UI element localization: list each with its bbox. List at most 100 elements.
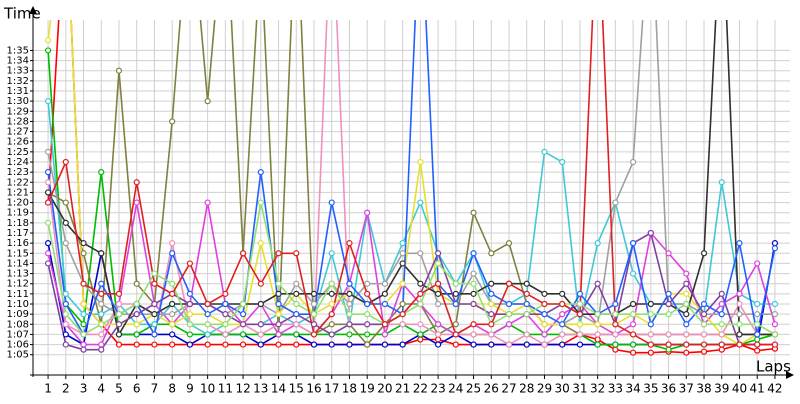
data-point xyxy=(700,321,708,328)
data-point xyxy=(488,300,495,308)
data-point xyxy=(470,341,477,348)
data-point xyxy=(612,199,619,206)
data-point xyxy=(470,209,477,216)
y-tick-label: 1:08 xyxy=(7,319,29,330)
x-tick-label: 35 xyxy=(643,382,658,396)
data-point xyxy=(204,321,211,328)
data-point xyxy=(665,300,672,308)
data-point xyxy=(771,341,779,348)
data-point xyxy=(505,341,513,348)
data-point xyxy=(257,199,264,206)
data-point xyxy=(754,336,761,343)
data-point xyxy=(275,250,282,257)
data-point xyxy=(44,199,52,206)
data-point xyxy=(505,321,513,328)
data-point xyxy=(346,331,353,338)
data-point xyxy=(434,321,442,328)
data-point xyxy=(488,280,495,287)
data-point xyxy=(452,321,459,328)
data-point xyxy=(328,331,335,338)
data-point xyxy=(275,311,282,318)
data-point xyxy=(257,300,264,308)
x-axis-label: Laps xyxy=(756,358,791,376)
data-point xyxy=(736,321,743,328)
data-point xyxy=(470,250,477,257)
data-point xyxy=(434,290,442,297)
data-point xyxy=(470,270,477,277)
y-tick-label: 1:07 xyxy=(7,329,29,340)
data-point xyxy=(417,331,424,338)
data-point xyxy=(151,311,158,318)
y-tick-label: 1:09 xyxy=(7,309,29,320)
data-point xyxy=(488,321,495,328)
data-point xyxy=(44,250,52,257)
data-point xyxy=(718,300,725,308)
data-point xyxy=(257,341,264,348)
data-point xyxy=(257,240,264,247)
x-tick-label: 39 xyxy=(714,382,729,396)
data-point xyxy=(630,270,637,277)
y-tick-label: 1:35 xyxy=(7,45,29,56)
y-tick-label: 1:32 xyxy=(7,76,29,87)
data-point xyxy=(559,341,566,348)
data-point xyxy=(169,280,176,287)
data-point xyxy=(452,280,459,287)
data-point xyxy=(169,118,176,125)
x-tick-label: 37 xyxy=(679,382,694,396)
data-point xyxy=(594,280,601,287)
data-point xyxy=(239,331,247,338)
x-tick-label: 40 xyxy=(732,382,747,396)
data-point xyxy=(754,341,761,348)
y-tick-label: 1:05 xyxy=(7,350,29,361)
data-point xyxy=(452,331,459,338)
data-point xyxy=(594,240,601,247)
data-point xyxy=(665,341,672,348)
y-tick-label: 1:23 xyxy=(7,167,29,178)
data-point xyxy=(754,311,761,318)
data-point xyxy=(381,300,389,308)
x-tick-label: 31 xyxy=(572,382,587,396)
x-axis-arrow xyxy=(786,371,794,379)
y-tick-label: 1:27 xyxy=(7,127,29,138)
data-point xyxy=(80,341,87,348)
data-point xyxy=(647,229,654,237)
x-tick-label: 41 xyxy=(750,382,765,396)
data-point xyxy=(293,250,300,257)
x-tick-label: 23 xyxy=(430,382,445,396)
data-point xyxy=(630,311,637,318)
y-tick-label: 1:11 xyxy=(7,289,29,300)
x-tick-label: 32 xyxy=(590,382,605,396)
data-point xyxy=(417,300,424,308)
data-point xyxy=(736,311,743,318)
data-point xyxy=(630,321,637,328)
data-point xyxy=(700,331,708,338)
data-point xyxy=(80,331,87,338)
data-point xyxy=(470,290,477,297)
y-tick-label: 1:26 xyxy=(7,137,29,148)
data-point xyxy=(665,250,672,257)
data-point xyxy=(718,341,725,348)
data-point xyxy=(523,331,530,338)
data-point xyxy=(718,179,725,186)
data-point xyxy=(98,311,105,318)
y-tick-label: 1:14 xyxy=(7,258,29,269)
data-point xyxy=(62,300,69,308)
data-point xyxy=(417,280,424,287)
data-point xyxy=(718,321,725,328)
data-point xyxy=(62,341,69,348)
data-point xyxy=(364,341,371,348)
data-point xyxy=(257,280,264,287)
data-point xyxy=(275,321,282,328)
data-point xyxy=(239,311,247,318)
data-point xyxy=(275,300,282,308)
data-point xyxy=(452,290,459,297)
data-point xyxy=(80,321,87,328)
data-point xyxy=(364,300,371,308)
data-point xyxy=(222,331,229,338)
data-point xyxy=(488,311,495,318)
data-point xyxy=(257,321,264,328)
data-point xyxy=(381,341,389,348)
data-point xyxy=(80,300,87,308)
data-point xyxy=(700,348,708,355)
data-point xyxy=(328,280,335,287)
